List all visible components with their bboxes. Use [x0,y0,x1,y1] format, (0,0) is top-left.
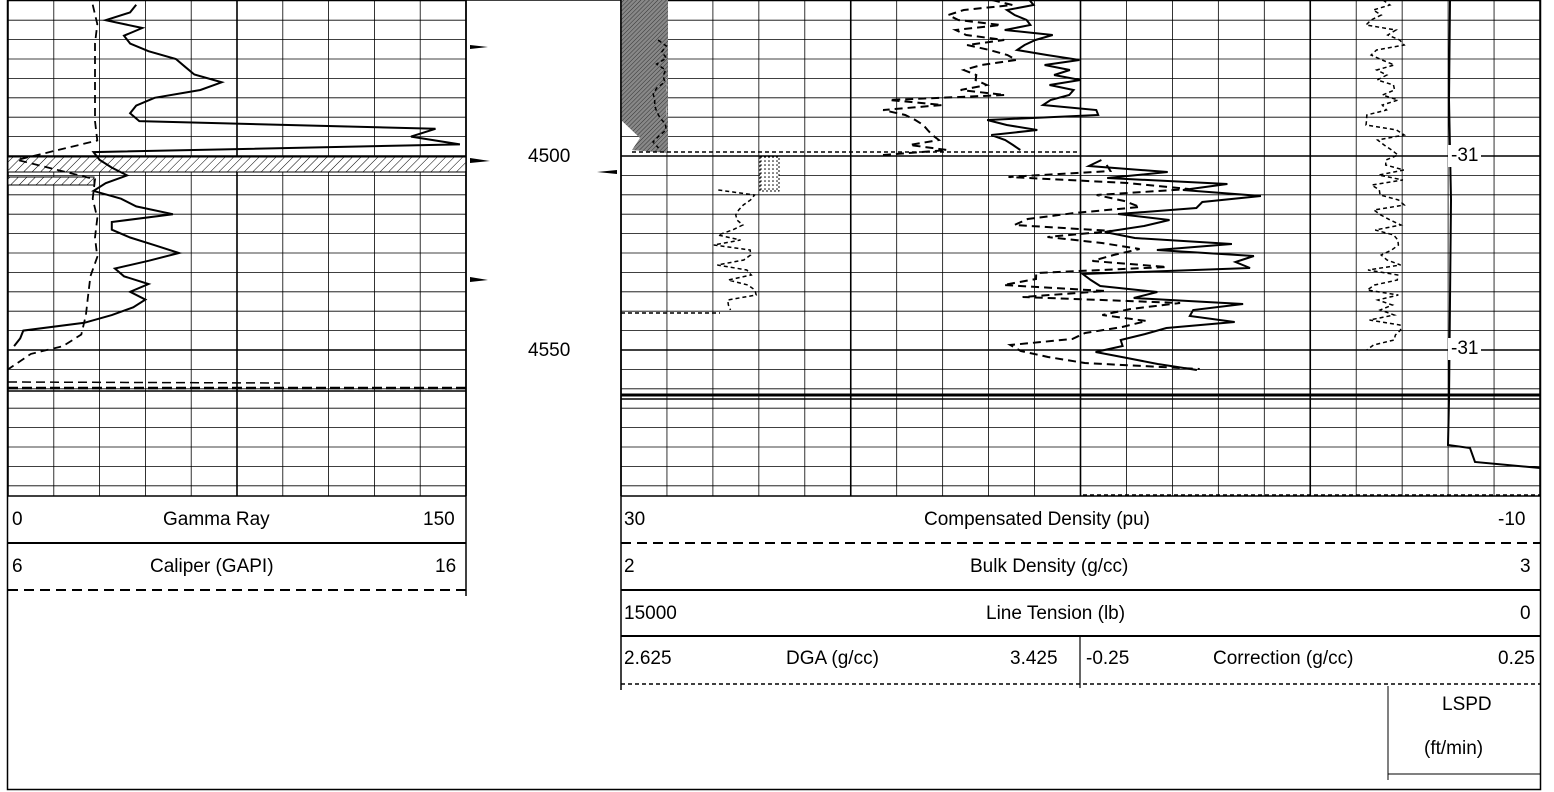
dga-min: 2.625 [624,648,672,669]
lt-name: Line Tension (lb) [986,603,1126,624]
dga-curve [713,189,758,311]
header-lines [8,0,1540,780]
depth-ticks [470,45,617,282]
hatch-band-small [7,176,95,186]
correction-curve [1364,0,1407,351]
track2-grid [620,0,1541,496]
cal-name: Caliper (GAPI) [150,556,274,577]
lspd-unit: (ft/min) [1424,738,1484,759]
lspd-name: LSPD [1442,694,1492,715]
gr-min: 0 [12,509,23,530]
gr-name: Gamma Ray [163,509,270,530]
cal-min: 6 [12,556,23,577]
corr-max: 0.25 [1498,648,1535,669]
track2-fills [621,0,780,192]
bd-name: Bulk Density (g/cc) [970,556,1129,577]
lt-max: 0 [1520,603,1531,624]
tick-4490 [470,45,488,49]
bulk-density-curve [986,0,1100,151]
cd-name: Compensated Density (pu) [924,509,1150,530]
dga-name: DGA (g/cc) [786,648,879,669]
caliper-tail [7,381,281,384]
compensated-density-curve-lower [1003,164,1200,370]
tick-4500-left [470,158,490,163]
corr-name: Correction (g/cc) [1213,648,1354,669]
gamma-ray-curve [13,4,461,347]
caliper-curve [7,4,99,371]
cal-max: 16 [435,556,457,577]
dga-curve-upper [651,39,668,149]
lt-min: 15000 [624,603,677,624]
track1-grid [7,0,467,496]
annotation-minus31-a: -31 [1448,145,1482,167]
gr-max: 150 [423,509,455,530]
cd-max: -10 [1498,509,1526,530]
bulk-density-curve-lower [1079,159,1262,371]
dotted-fill [759,156,780,192]
depth-label-4500: 4500 [528,146,571,167]
tick-4500-right [597,170,617,174]
track2-curves [621,0,1541,496]
annotation-minus31-b: -31 [1448,338,1482,360]
compensated-density-curve [882,0,1020,156]
tick-4520 [470,277,488,282]
depth-label-4550: 4550 [528,340,571,361]
dga-max: 3.425 [1010,648,1058,669]
cd-min: 30 [624,509,646,530]
track1-curves [7,4,466,392]
shade-top-left [621,0,666,152]
corr-min: -0.25 [1086,648,1130,669]
bd-max: 3 [1520,556,1531,577]
line-tension-curve [1446,0,1541,469]
bd-min: 2 [624,556,635,577]
hatch-band [7,156,467,173]
